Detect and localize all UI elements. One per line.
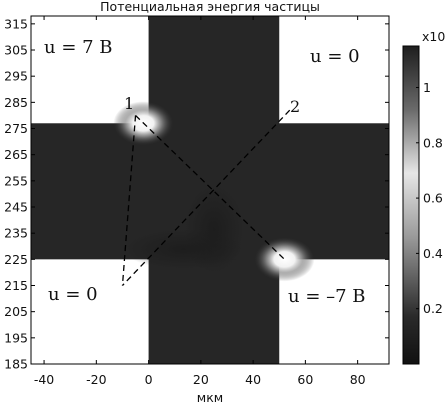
electrode-label-top-left: u = 7 В	[44, 37, 113, 58]
y-tick-label: 275	[4, 121, 28, 136]
colorbar-tick-label: 0.6	[423, 191, 443, 206]
y-tick-label: 235	[4, 226, 28, 241]
y-tick-label: 295	[4, 69, 28, 84]
y-tick-label: 265	[4, 147, 28, 162]
shade-diagonal	[123, 229, 244, 270]
x-tick-label: 60	[297, 372, 313, 387]
colorbar	[402, 45, 420, 365]
y-tick-label: 315	[4, 16, 28, 31]
hotspot-2	[254, 237, 315, 282]
electrode-label-bottom-left: u = 0	[48, 284, 98, 305]
y-tick-label: 225	[4, 252, 28, 267]
x-tick-label: -20	[86, 372, 106, 387]
y-tick-label: 205	[4, 304, 28, 319]
plot-frame	[30, 15, 390, 365]
cut-line-1	[121, 115, 137, 286]
chart-title: Потенциальная энергия частицы	[100, 0, 320, 14]
x-tick-label: -40	[34, 372, 54, 387]
x-tick-label: 0	[145, 372, 153, 387]
y-tick-label: 185	[4, 357, 28, 372]
y-tick-label: 195	[4, 330, 28, 345]
y-tick-label: 285	[4, 95, 28, 110]
x-tick-label: 40	[245, 372, 261, 387]
field-map	[31, 16, 389, 364]
colorbar-tick-label: 0.4	[423, 246, 443, 261]
x-axis: -40 -20 0 20 40 60 80	[34, 16, 366, 387]
y-axis: 315 305 295 285 275 265 255 245 235 225 215 205 195 1…	[4, 16, 389, 372]
cut-line-label-1: 1	[124, 94, 134, 113]
cut-lines	[121, 109, 291, 286]
colorbar-exponent-label: x10	[422, 29, 445, 44]
colorbar-tick-label: 0.2	[423, 301, 443, 316]
x-tick-label: 20	[193, 372, 209, 387]
x-tick-label: 80	[350, 372, 366, 387]
y-tick-label: 255	[4, 173, 28, 188]
electrode-label-top-right: u = 0	[310, 46, 360, 67]
y-tick-label: 305	[4, 43, 28, 58]
x-axis-label: мкм	[197, 390, 223, 405]
cut-line-label-2: 2	[290, 97, 300, 116]
colorbar-tick-label: 0.8	[423, 135, 443, 150]
electrode-label-bottom-right: u = –7 В	[288, 286, 366, 307]
cut-line-2	[121, 109, 291, 286]
y-tick-label: 245	[4, 200, 28, 215]
cut-line-1-diagonal	[135, 114, 285, 260]
colorbar-tick-label: 1	[423, 80, 431, 95]
colorbar-ticks: 1 0.8 0.6 0.4 0.2	[416, 80, 443, 316]
y-tick-label: 215	[4, 278, 28, 293]
